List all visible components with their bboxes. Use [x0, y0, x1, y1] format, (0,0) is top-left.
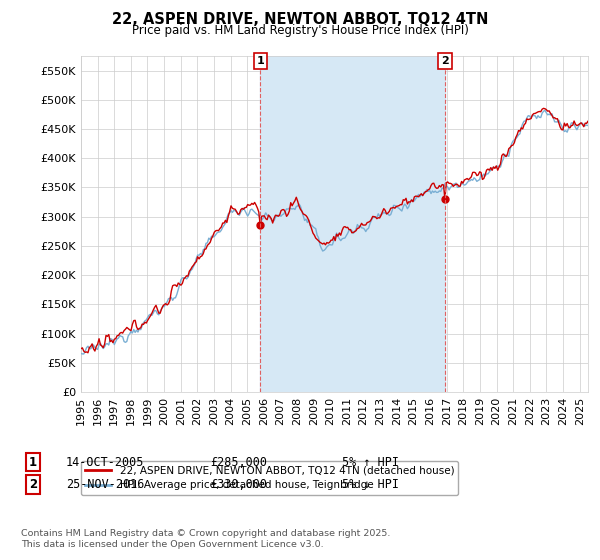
Text: 25-NOV-2016: 25-NOV-2016	[66, 478, 145, 491]
Text: £330,000: £330,000	[210, 478, 267, 491]
Text: 1: 1	[29, 455, 37, 469]
Text: 2: 2	[441, 56, 449, 66]
Text: 14-OCT-2005: 14-OCT-2005	[66, 455, 145, 469]
Text: 2: 2	[29, 478, 37, 491]
Text: 5% ↑ HPI: 5% ↑ HPI	[342, 455, 399, 469]
Legend: 22, ASPEN DRIVE, NEWTON ABBOT, TQ12 4TN (detached house), HPI: Average price, de: 22, ASPEN DRIVE, NEWTON ABBOT, TQ12 4TN …	[81, 461, 458, 494]
Bar	[260, 56, 445, 392]
Text: 5% ↓ HPI: 5% ↓ HPI	[342, 478, 399, 491]
Text: 22, ASPEN DRIVE, NEWTON ABBOT, TQ12 4TN: 22, ASPEN DRIVE, NEWTON ABBOT, TQ12 4TN	[112, 12, 488, 27]
Text: Contains HM Land Registry data © Crown copyright and database right 2025.
This d: Contains HM Land Registry data © Crown c…	[21, 529, 391, 549]
Text: £285,000: £285,000	[210, 455, 267, 469]
Text: 1: 1	[256, 56, 264, 66]
Text: Price paid vs. HM Land Registry's House Price Index (HPI): Price paid vs. HM Land Registry's House …	[131, 24, 469, 37]
